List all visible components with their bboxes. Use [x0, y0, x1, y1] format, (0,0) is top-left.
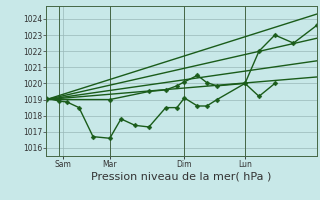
X-axis label: Pression niveau de la mer( hPa ): Pression niveau de la mer( hPa ): [92, 172, 272, 182]
